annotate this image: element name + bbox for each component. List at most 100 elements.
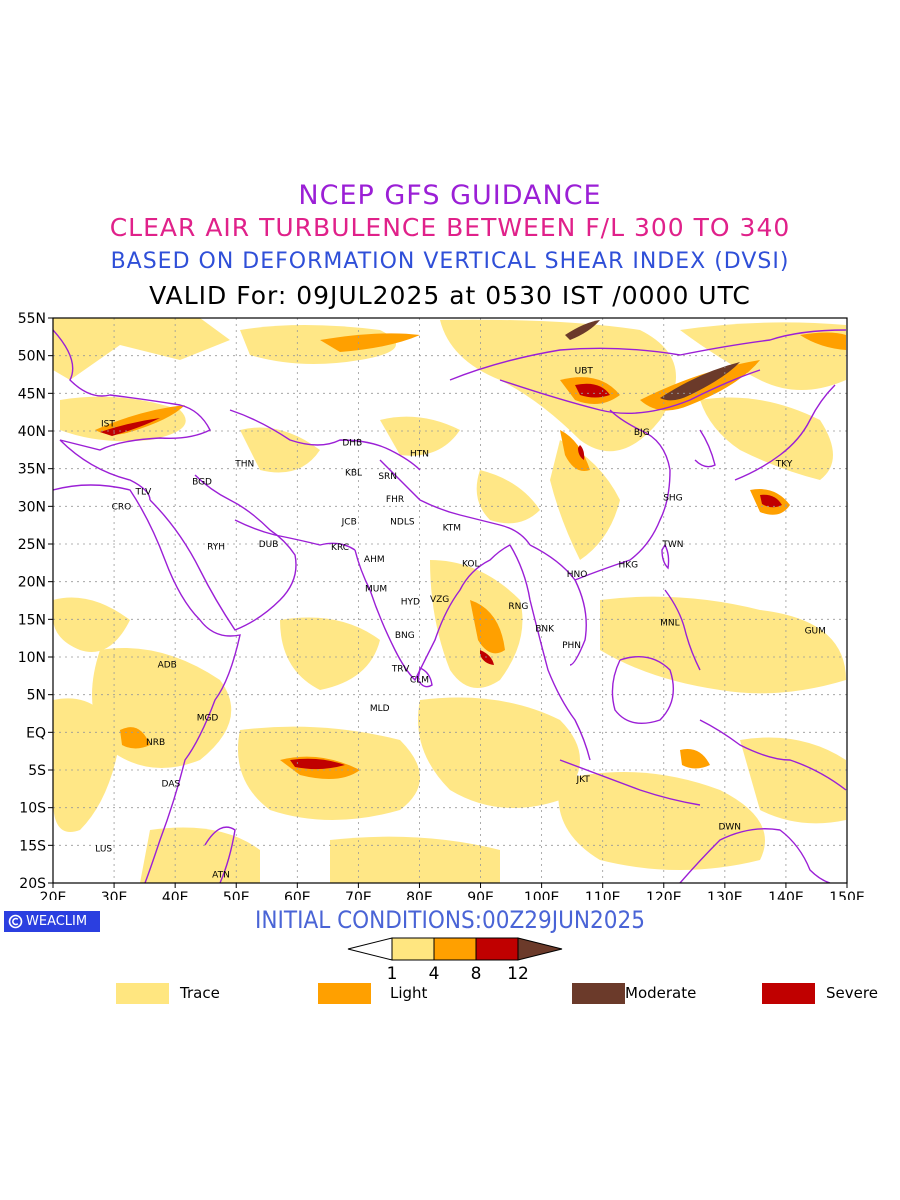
station-mld: MLD [370, 704, 390, 714]
station-hkg: HKG [619, 560, 639, 570]
legend-swatch-light [318, 983, 371, 1004]
station-krc: KRC [331, 543, 349, 553]
lon-label: 30E [101, 890, 128, 900]
turbulence-field [53, 318, 846, 883]
station-kbl: KBL [345, 468, 362, 478]
lon-label: 140E [768, 890, 804, 900]
lat-label: 50N [18, 349, 46, 365]
station-ndls: NDLS [390, 517, 415, 527]
lon-label: 110E [585, 890, 621, 900]
lat-label: 5N [27, 688, 46, 704]
station-kol: KOL [462, 560, 480, 570]
station-ktm: KTM [443, 523, 461, 533]
lat-label: 15N [18, 612, 46, 628]
lon-label: 60E [284, 890, 311, 900]
station-twn: TWN [661, 540, 683, 550]
longitude-labels: 20E 30E 40E 50E 60E 70E 80E 90E 100E 110E 120E 130E… [40, 890, 865, 900]
lat-label: 40N [18, 424, 46, 440]
station-jcb: JCB [341, 517, 357, 527]
lat-label: 5S [28, 763, 46, 779]
title-product: NCEP GFS GUIDANCE [298, 180, 602, 211]
station-ryh: RYH [207, 542, 225, 552]
lat-label: 15S [19, 838, 46, 854]
colorbar-tick-8: 8 [471, 964, 482, 982]
station-tlv: TLV [135, 487, 153, 497]
lon-label: 90E [467, 890, 494, 900]
station-atn: ATN [212, 871, 230, 881]
lon-label: 130E [707, 890, 743, 900]
lon-label: 50E [223, 890, 250, 900]
station-bjg: BJG [634, 428, 650, 438]
legend-swatch-trace [116, 983, 169, 1004]
title-valid-time: VALID For: 09JUL2025 at 0530 IST /0000 U… [149, 281, 751, 310]
legend-label-light: Light [390, 984, 428, 1002]
legend-label-trace: Trace [180, 984, 220, 1002]
map-frame [52, 317, 848, 884]
colorbar-right-arrow [517, 937, 563, 961]
station-das: DAS [162, 780, 181, 790]
lon-label: 70E [345, 890, 372, 900]
initial-conditions: INITIAL CONDITIONS:00Z29JUN2025 [255, 906, 645, 934]
station-hno: HNO [567, 570, 588, 580]
legend-label-severe: Severe [826, 984, 878, 1002]
station-gum: GUM [805, 627, 826, 637]
station-tky: TKY [775, 459, 793, 469]
title-parameter: CLEAR AIR TURBULENCE BETWEEN F/L 300 TO … [109, 213, 791, 242]
station-dub: DUB [259, 540, 279, 550]
colorbar-tick-1: 1 [387, 964, 398, 982]
station-jkt: JKT [575, 775, 590, 785]
station-lus: LUS [95, 844, 112, 854]
colorbar-left-arrow [347, 937, 393, 961]
station-clm: CLM [410, 676, 429, 686]
lon-label: 100E [524, 890, 560, 900]
lat-label: 10N [18, 650, 46, 666]
station-fhr: FHR [386, 495, 404, 505]
legend-swatch-severe [762, 983, 815, 1004]
colorbar-tick-4: 4 [429, 964, 440, 982]
legend-label-moderate: Moderate [625, 984, 697, 1002]
station-ubt: UBT [575, 367, 594, 377]
color-scale: 1 4 8 12 [347, 937, 563, 982]
colorbar-segment-light [433, 937, 477, 961]
station-mum: MUM [365, 584, 387, 594]
lon-label: 80E [406, 890, 433, 900]
lat-label: 35N [18, 462, 46, 478]
station-bgd: BGD [192, 477, 212, 487]
colorbar-tick-12: 12 [507, 964, 529, 982]
lat-label: 10S [19, 801, 46, 817]
copyright-icon [8, 914, 23, 929]
lon-label: 120E [646, 890, 682, 900]
station-ist: IST [101, 419, 115, 429]
station-adb: ADB [158, 661, 177, 671]
station-htn: HTN [410, 450, 429, 460]
logo-text: WEACLIM [26, 914, 88, 929]
station-bng: BNG [395, 631, 415, 641]
lat-label: 30N [18, 499, 46, 515]
coastlines [53, 329, 847, 883]
lon-label: 150E [829, 890, 865, 900]
station-vzg: VZG [430, 595, 449, 605]
station-bnk: BNK [535, 624, 555, 634]
station-cro: CRO [112, 502, 132, 512]
lat-label: 55N [18, 311, 46, 327]
station-dhb: DHB [342, 438, 362, 448]
colorbar-segment-trace [391, 937, 435, 961]
lat-label: 20S [19, 876, 46, 892]
lat-label: 20N [18, 575, 46, 591]
turbulence-map: 55N 50N 45N 40N 35N 30N 25N 20N 15N 10N 5N EQ 5S 10S 1… [18, 311, 865, 900]
station-phn: PHN [562, 641, 581, 651]
station-hyd: HYD [401, 597, 420, 607]
latitude-labels: 55N 50N 45N 40N 35N 30N 25N 20N 15N 10N 5N EQ 5S 10S 1… [18, 311, 46, 892]
lon-label: 40E [162, 890, 189, 900]
lon-label: 20E [40, 890, 67, 900]
weaclim-logo: WEACLIM [4, 911, 100, 932]
station-mgd: MGD [197, 713, 219, 723]
title-method: BASED ON DEFORMATION VERTICAL SHEAR INDE… [110, 249, 790, 274]
station-ahm: AHM [364, 555, 385, 565]
lat-label: 45N [18, 386, 46, 402]
colorbar-segment-severe [475, 937, 519, 961]
lat-label: 25N [18, 537, 46, 553]
legend-swatch-moderate [572, 983, 625, 1004]
axis-ticks [48, 317, 848, 888]
